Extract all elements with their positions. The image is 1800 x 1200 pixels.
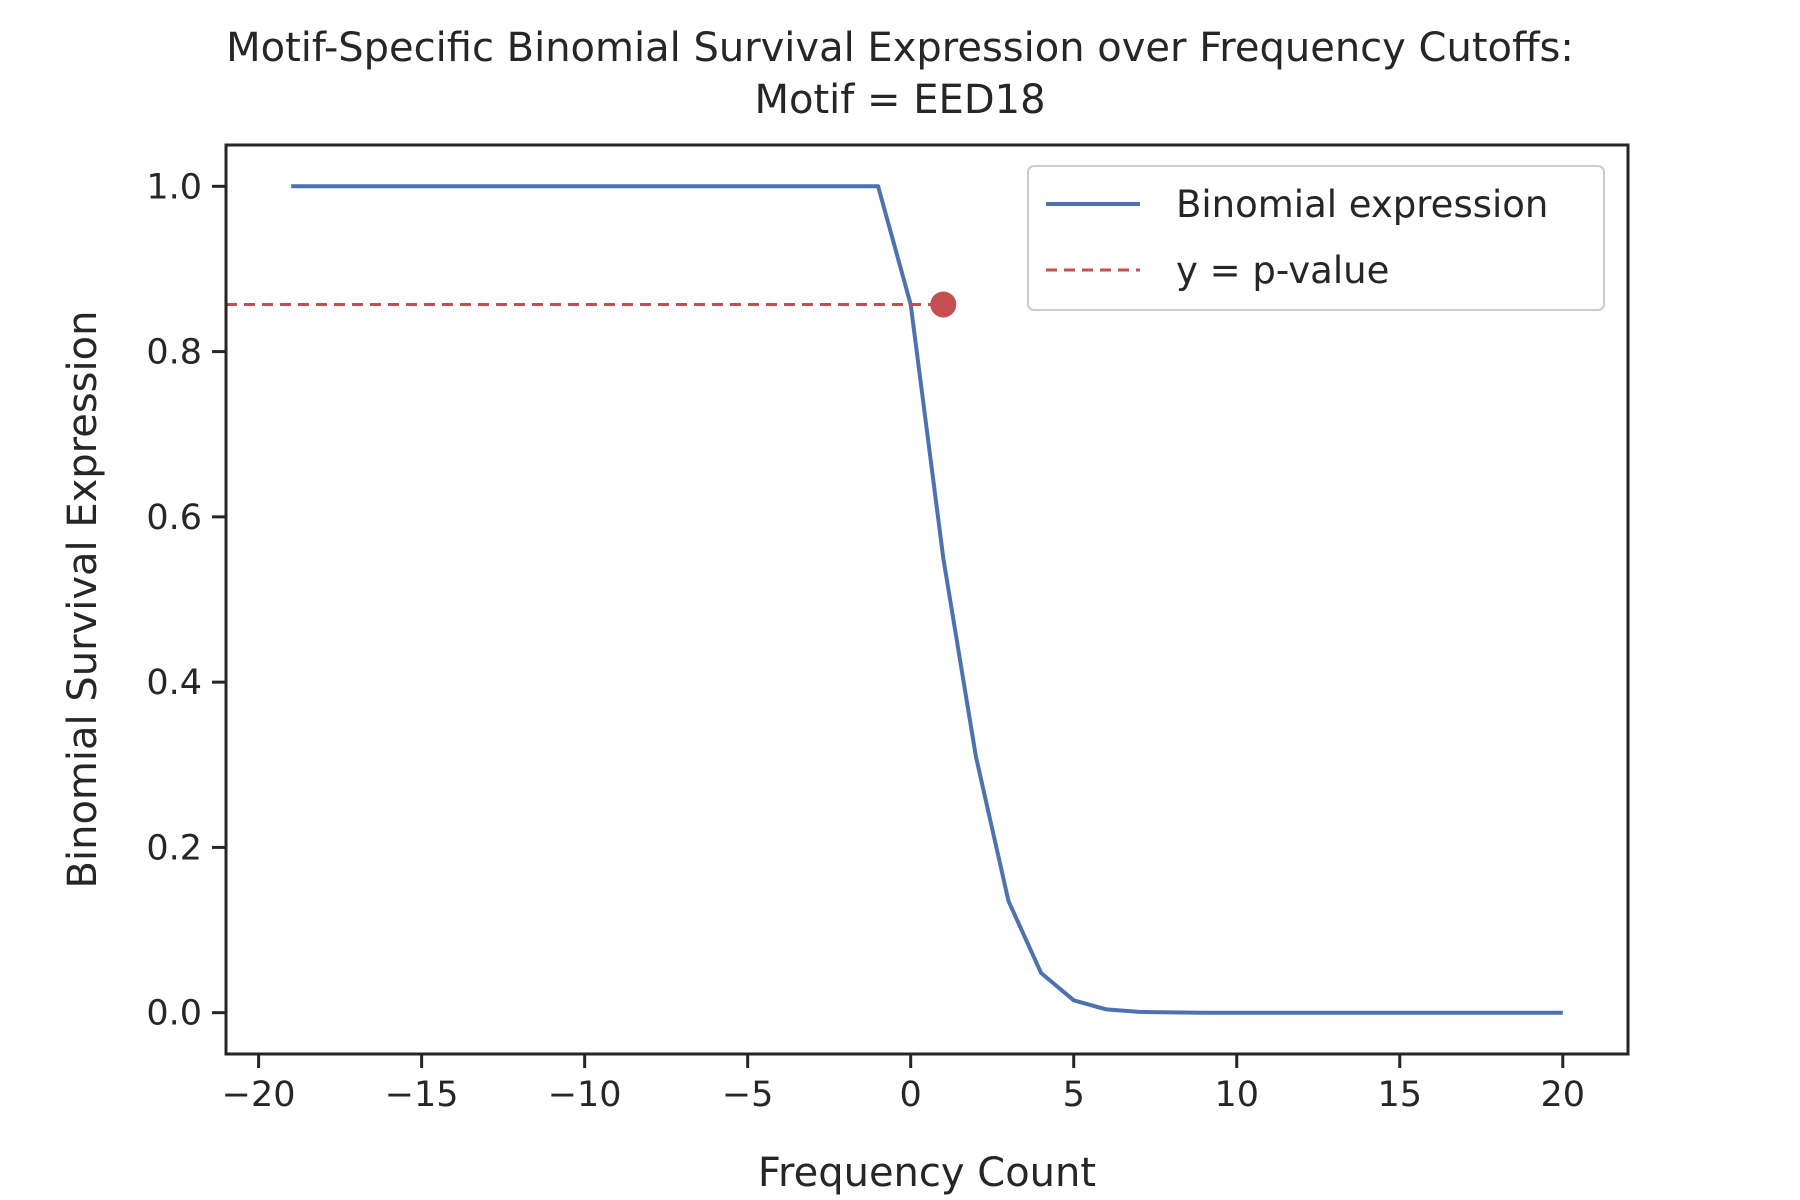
p-value-point [930,291,957,318]
chart-title-line-2: Motif = EED18 [754,77,1046,123]
y-tick-label: 0.8 [146,333,202,373]
legend-box [1027,165,1605,311]
legend-label: y = p-value [1176,249,1389,292]
y-tick-label: 1.0 [146,167,202,207]
x-tick-label: 0 [900,1075,922,1115]
x-axis: −20 −15 −10 −5 0 5 10 15 20 [222,1054,1585,1115]
legend-label: Binomial expression [1176,183,1548,226]
x-tick-label: 5 [1063,1075,1085,1115]
x-tick-label: −20 [222,1075,296,1115]
y-axis: 0.0 0.2 0.4 0.6 0.8 1.0 [146,167,226,1034]
x-tick-label: 20 [1541,1075,1586,1115]
y-tick-label: 0.2 [146,828,202,868]
plot-frame [224,143,1630,1056]
chart-title-line-1: Motif-Specific Binomial Survival Express… [226,25,1574,71]
chart-title: Motif-Specific Binomial Survival Express… [0,22,1800,126]
series-line-binomial-expression [291,184,1563,1015]
x-axis-label: Frequency Count [758,1150,1096,1196]
x-tick-label: −5 [722,1075,774,1115]
x-tick-label: 10 [1214,1075,1259,1115]
x-tick-label: −10 [548,1075,622,1115]
y-axis-label: Binomial Survival Expression [60,311,106,889]
y-tick-label: 0.4 [146,663,202,703]
y-tick-label: 0.6 [146,498,202,538]
legend: Binomial expression y = p-value [1027,165,1605,311]
x-tick-label: 15 [1377,1075,1422,1115]
y-tick-label: 0.0 [146,994,202,1034]
x-tick-label: −15 [385,1075,459,1115]
plot-series [226,184,1563,1015]
